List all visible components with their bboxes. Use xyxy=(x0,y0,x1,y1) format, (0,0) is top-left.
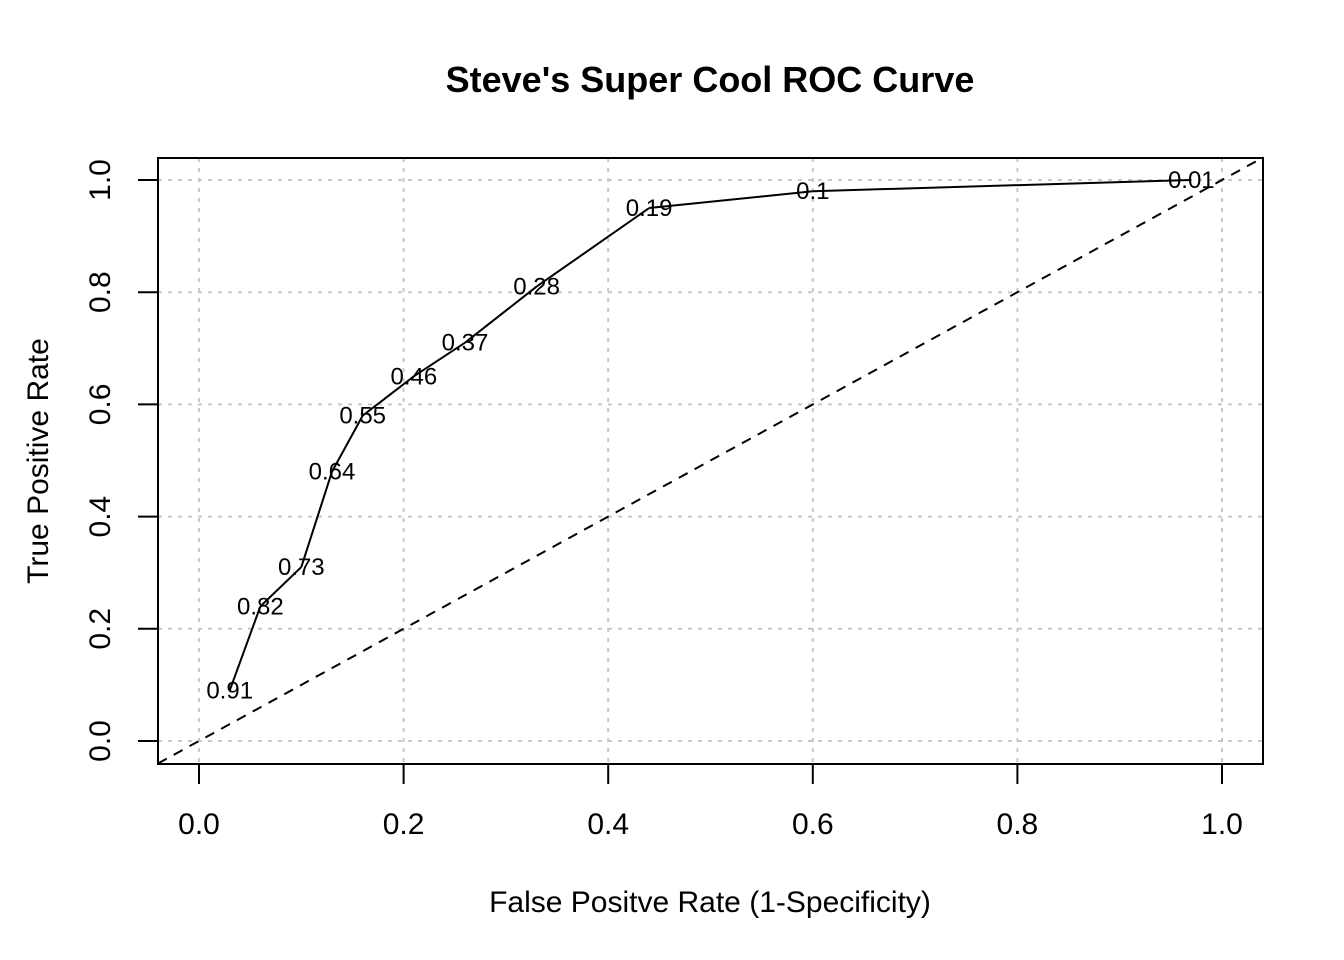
roc-segment xyxy=(300,471,333,568)
grid xyxy=(158,158,1263,764)
y-tick-label: 0.2 xyxy=(84,608,117,650)
threshold-label: 0.55 xyxy=(339,403,386,430)
x-axis: 0.0 0.2 0.4 0.6 0.8 1.0 xyxy=(178,764,1243,841)
roc-segment xyxy=(536,207,650,288)
roc-segment xyxy=(228,606,262,691)
roc-segment xyxy=(812,179,1192,193)
x-tick-label: 1.0 xyxy=(1201,808,1243,841)
diagonal-reference-line xyxy=(157,156,1264,765)
chart-title: Steve's Super Cool ROC Curve xyxy=(446,59,975,100)
y-axis: 0.0 0.2 0.4 0.6 0.8 1.0 xyxy=(84,159,158,762)
threshold-label: 0.64 xyxy=(309,459,356,486)
y-tick-label: 0.0 xyxy=(84,720,117,762)
roc-segment xyxy=(464,285,538,344)
roc-segment xyxy=(649,190,813,210)
roc-segment xyxy=(362,375,415,417)
threshold-label: 0.28 xyxy=(513,274,560,301)
threshold-label: 0.91 xyxy=(206,678,253,705)
x-tick-label: 0.0 xyxy=(178,808,220,841)
threshold-label: 0.82 xyxy=(237,593,284,620)
threshold-label: 0.46 xyxy=(390,363,437,390)
x-axis-label: False Positve Rate (1-Specificity) xyxy=(489,886,931,919)
threshold-label: 0.73 xyxy=(278,554,325,581)
threshold-label: 0.01 xyxy=(1168,167,1215,194)
x-tick-label: 0.8 xyxy=(997,808,1039,841)
roc-segment xyxy=(331,415,364,473)
threshold-label: 0.1 xyxy=(796,178,829,205)
roc-series: 0.91 0.82 0.73 0.64 0.550.460.37 0.28 0.19 0.1 0… xyxy=(206,167,1214,705)
x-tick-label: 0.2 xyxy=(383,808,425,841)
threshold-label: 0.37 xyxy=(442,330,489,357)
threshold-label: 0.19 xyxy=(626,195,673,222)
y-tick-label: 0.8 xyxy=(84,271,117,313)
x-tick-label: 0.4 xyxy=(587,808,629,841)
y-tick-label: 0.4 xyxy=(84,496,117,538)
roc-segment xyxy=(413,341,466,378)
roc-segment xyxy=(259,566,302,608)
y-tick-label: 0.6 xyxy=(84,384,117,426)
x-tick-label: 0.6 xyxy=(792,808,834,841)
plot-frame xyxy=(157,157,1264,765)
y-tick-label: 1.0 xyxy=(84,159,117,201)
y-axis-label: True Positive Rate xyxy=(22,338,55,584)
